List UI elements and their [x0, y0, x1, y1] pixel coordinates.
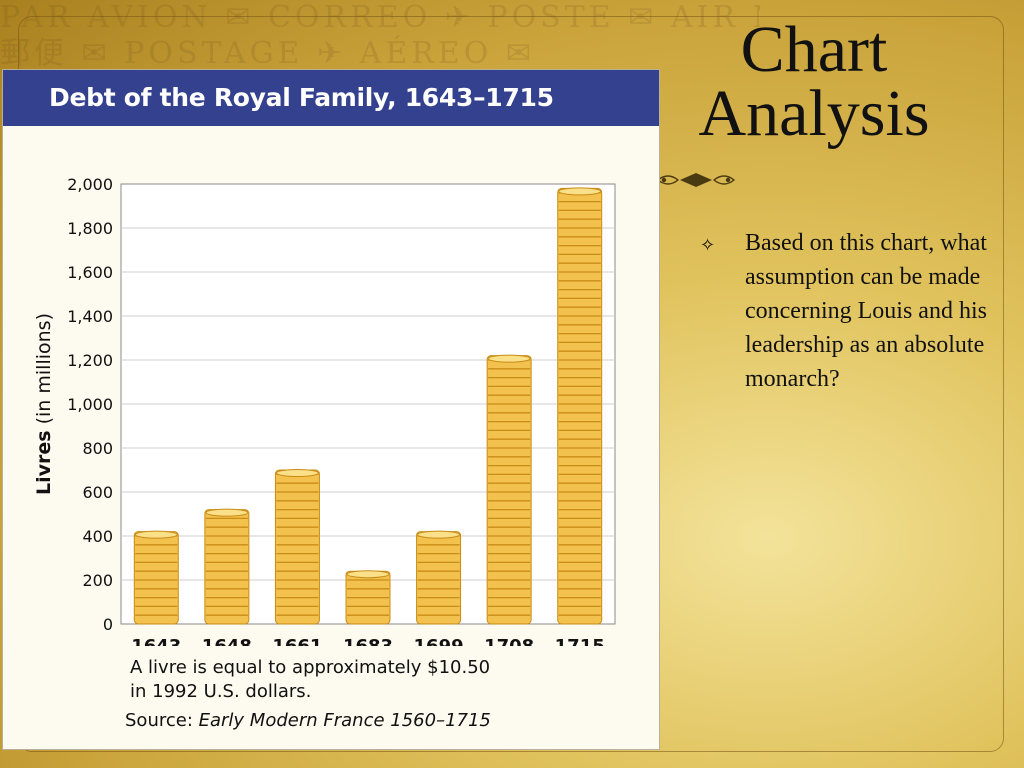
- y-tick-label: 1,200: [67, 351, 113, 370]
- source-title: Early Modern France 1560–1715: [198, 710, 491, 731]
- y-tick-label: 1,400: [67, 307, 113, 326]
- x-tick-label: 1708: [484, 636, 534, 646]
- y-tick-label: 0: [103, 615, 113, 634]
- y-tick-label: 600: [82, 483, 113, 502]
- coin-top: [346, 570, 390, 579]
- x-tick-label: 1683: [343, 636, 393, 646]
- coin-stack: [133, 531, 179, 625]
- four-point-star-icon: ✧: [700, 235, 716, 255]
- bar-1648: [204, 508, 250, 625]
- y-axis-label-rest: (in millions): [33, 313, 55, 430]
- chart-source: Source: Early Modern France 1560–1715: [125, 710, 491, 731]
- stamp-watermark: PAR AVION ✉ CORREO ✈ POSTE ✉ AIR MAIL郵便 …: [0, 0, 760, 71]
- slide-title-line2: Analysis: [698, 77, 930, 150]
- chart-note-line2: in 1992 U.S. dollars.: [130, 681, 312, 702]
- bar-chart: 0 200 400 600 800 1,000 1,200 1,400 1,600 1,800 2,…: [33, 175, 616, 646]
- x-tick-label: 1699: [414, 636, 464, 646]
- slide-title: Chart Analysis: [664, 13, 964, 150]
- slide-title-line1: Chart: [740, 13, 888, 86]
- coin-top: [417, 530, 461, 539]
- bar-1661: [274, 469, 320, 625]
- y-tick-label: 1,800: [67, 219, 113, 238]
- bar-1708: [486, 354, 532, 625]
- coin-top: [487, 354, 531, 363]
- chart-note-line1: A livre is equal to approximately $10.50: [130, 657, 491, 678]
- y-axis-label: Livres (in millions): [33, 313, 55, 495]
- coin-top: [134, 530, 178, 539]
- coin-stack: [416, 531, 462, 625]
- x-tick-label: 1715: [555, 636, 605, 646]
- x-tick-label: 1643: [131, 636, 181, 646]
- bar-1643: [133, 530, 179, 625]
- bar-1715: [557, 187, 603, 625]
- chart-panel: Debt of the Royal Family, 1643–1715 0 200…: [2, 69, 660, 750]
- bar-1683: [345, 570, 391, 625]
- y-tick-label: 1,600: [67, 263, 113, 282]
- divider-ornament-icon: [656, 173, 736, 187]
- x-tick-label: 1648: [202, 636, 252, 646]
- chart-note: A livre is equal to approximately $10.50…: [130, 656, 490, 704]
- y-tick-label: 1,000: [67, 395, 113, 414]
- y-axis-label-bold: Livres: [33, 430, 55, 495]
- coin-top: [275, 469, 319, 477]
- y-tick-label: 2,000: [67, 175, 113, 194]
- bullet-text: Based on this chart, what assumption can…: [745, 230, 987, 392]
- coin-top: [558, 187, 602, 196]
- coin-top: [205, 508, 249, 517]
- y-tick-label: 800: [82, 439, 113, 458]
- x-tick-label: 1661: [272, 636, 322, 646]
- y-tick-label: 400: [82, 527, 113, 546]
- source-label: Source:: [125, 710, 193, 731]
- coin-stack: [557, 187, 603, 625]
- coin-stack: [486, 355, 532, 625]
- coin-stack: [274, 469, 320, 625]
- y-tick-label: 200: [82, 571, 113, 590]
- bar-1699: [416, 530, 462, 625]
- chart-title: Debt of the Royal Family, 1643–1715: [3, 70, 659, 126]
